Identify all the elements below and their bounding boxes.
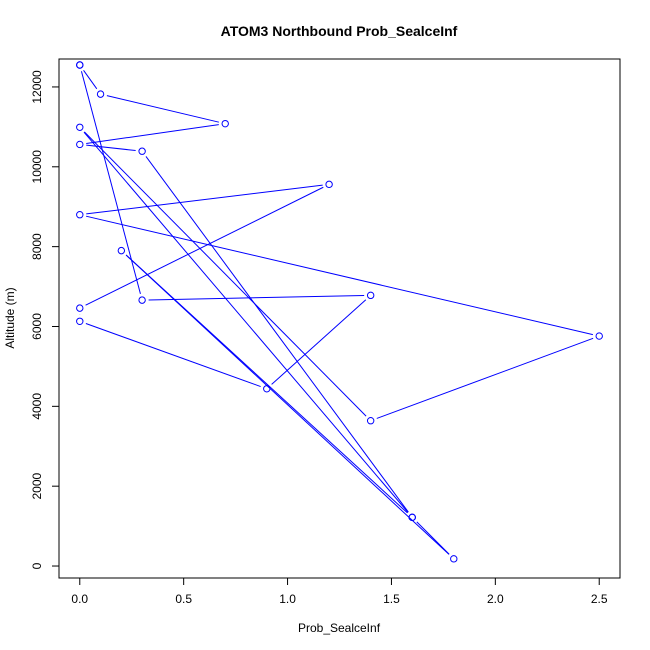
data-point bbox=[138, 296, 146, 304]
y-tick-label: 0 bbox=[30, 562, 44, 569]
y-tick-label: 8000 bbox=[30, 233, 44, 260]
x-axis-label: Prob_SealceInf bbox=[298, 621, 381, 635]
series-segment bbox=[376, 337, 594, 419]
y-axis-label: Altitude (m) bbox=[3, 287, 17, 348]
series-segment bbox=[271, 299, 367, 385]
data-point bbox=[366, 417, 375, 425]
x-tick-label: 0.0 bbox=[71, 592, 88, 606]
series-segment bbox=[85, 323, 261, 388]
x-tick-label: 2.5 bbox=[591, 592, 608, 606]
data-point bbox=[595, 332, 603, 340]
series-segment bbox=[148, 294, 365, 301]
y-tick-label: 2000 bbox=[30, 473, 44, 500]
series-segment bbox=[83, 69, 98, 90]
plot-frame bbox=[58, 58, 621, 579]
x-axis: 0.0 0.5 1.0 1.5 2.0 2.5 bbox=[71, 577, 608, 606]
series-segment bbox=[83, 131, 409, 513]
data-point bbox=[263, 385, 271, 393]
y-axis: 0 2000 4000 6000 8000 10000 12000 bbox=[30, 70, 60, 569]
x-tick-label: 1.0 bbox=[279, 592, 296, 606]
y-tick-label: 4000 bbox=[30, 393, 44, 420]
data-point bbox=[76, 317, 84, 325]
series-segment bbox=[86, 124, 219, 145]
series-segment bbox=[85, 186, 324, 306]
data-point bbox=[76, 123, 84, 131]
data-point bbox=[76, 140, 84, 149]
series-segment bbox=[125, 254, 408, 514]
y-tick-label: 10000 bbox=[30, 150, 44, 184]
data-point bbox=[76, 61, 84, 69]
series-segment bbox=[86, 184, 323, 215]
chart-title: ATOM3 Northbound Prob_SealceInf bbox=[221, 23, 458, 39]
x-tick-label: 2.0 bbox=[487, 592, 504, 606]
data-point bbox=[366, 291, 375, 300]
series-segment bbox=[86, 144, 136, 152]
x-tick-label: 1.5 bbox=[383, 592, 400, 606]
data-point bbox=[408, 513, 416, 522]
series-segment bbox=[145, 156, 409, 513]
data-point bbox=[138, 147, 146, 155]
data-point bbox=[76, 211, 84, 219]
data-point bbox=[221, 119, 229, 128]
x-tick-label: 0.5 bbox=[175, 592, 192, 606]
y-tick-label: 12000 bbox=[30, 70, 44, 104]
data-point bbox=[96, 90, 105, 98]
y-tick-label: 6000 bbox=[30, 313, 44, 340]
data-point bbox=[325, 180, 333, 189]
series-layer bbox=[76, 61, 603, 563]
data-point bbox=[450, 555, 458, 563]
series-segment bbox=[416, 521, 450, 555]
series-segment bbox=[83, 131, 367, 417]
data-point bbox=[117, 246, 126, 255]
series-segment bbox=[80, 71, 141, 294]
series-segment bbox=[106, 95, 220, 123]
series-segment bbox=[85, 215, 594, 336]
data-point bbox=[76, 304, 84, 312]
